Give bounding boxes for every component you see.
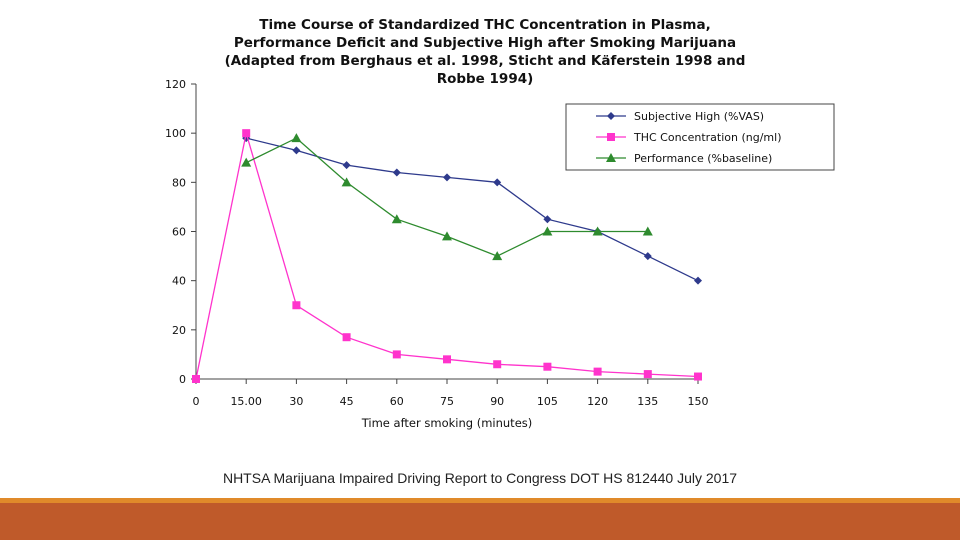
data-point-square	[607, 133, 615, 141]
data-point-triangle	[606, 153, 616, 162]
x-tick-label: 45	[340, 395, 354, 408]
data-point-square	[292, 301, 301, 310]
data-point-diamond	[607, 112, 615, 120]
data-point-triangle	[492, 251, 503, 261]
footer-bar	[0, 503, 960, 540]
legend: Subjective High (%VAS) THC Concentration …	[565, 103, 835, 171]
legend-entry-label: Performance (%baseline)	[634, 152, 772, 165]
data-point-triangle	[291, 133, 302, 143]
chart-title-line: (Adapted from Berghaus et al. 1998, Stic…	[224, 53, 746, 69]
data-point-triangle	[241, 157, 252, 167]
x-tick-label: 135	[637, 395, 658, 408]
data-point-square	[342, 333, 351, 342]
x-tick-label: 0	[193, 395, 200, 408]
y-tick-label: 0	[179, 373, 186, 386]
chart-title: Time Course of Standardized THC Concentr…	[200, 16, 770, 88]
axes: 0 20 40 60 80 100 120 0 15.00 30 45 60 75 90 105 120 135…	[165, 78, 709, 408]
data-point-diamond	[643, 252, 652, 261]
x-tick-label: 15.00	[230, 395, 262, 408]
data-point-square	[443, 355, 451, 364]
footer-accent-line	[0, 498, 960, 503]
y-tick-label: 120	[165, 78, 186, 91]
y-tick-label: 40	[172, 275, 186, 288]
x-tick-label: 120	[587, 395, 608, 408]
y-tick-label: 60	[172, 226, 186, 239]
series-3	[241, 133, 653, 261]
data-point-square	[493, 360, 502, 369]
x-axis-label: Time after smoking (minutes)	[361, 416, 533, 430]
data-point-square	[192, 375, 200, 383]
x-tick-label: 75	[440, 395, 454, 408]
line-chart: 0 20 40 60 80 100 120 0 15.00 30 45 60 75 90 105 120 135…	[165, 78, 835, 430]
y-tick-label: 20	[172, 324, 186, 337]
data-point-diamond	[292, 146, 301, 155]
y-tick-label: 100	[165, 127, 186, 140]
series-2	[192, 129, 702, 383]
data-point-diamond	[493, 178, 502, 187]
figure-caption: NHTSA Marijuana Impaired Driving Report …	[222, 470, 738, 486]
data-point-diamond	[342, 161, 351, 170]
data-point-triangle	[391, 214, 402, 224]
data-point-triangle	[341, 177, 352, 187]
x-tick-label: 105	[537, 395, 558, 408]
x-tick-label: 60	[390, 395, 404, 408]
data-point-square	[242, 129, 251, 138]
data-point-square	[392, 350, 401, 359]
legend-entry-label: THC Concentration (ng/ml)	[633, 131, 782, 144]
data-point-diamond	[443, 173, 451, 182]
y-tick-label: 80	[172, 176, 186, 189]
data-point-triangle	[592, 226, 603, 236]
data-point-triangle	[642, 226, 653, 236]
data-point-diamond	[543, 215, 552, 224]
data-point-diamond	[694, 276, 702, 285]
x-tick-label: 150	[688, 395, 709, 408]
data-point-square	[694, 372, 702, 381]
data-point-triangle	[542, 226, 553, 236]
series-line	[246, 137, 699, 282]
legend-entry-label: Subjective High (%VAS)	[634, 110, 764, 123]
data-point-square	[543, 362, 552, 371]
data-point-square	[643, 370, 652, 379]
data-point-square	[593, 367, 602, 376]
series-layer	[192, 129, 702, 383]
chart-title-line: Performance Deficit and Subjective High …	[233, 35, 737, 51]
data-point-triangle	[442, 231, 452, 241]
data-point-diamond	[392, 168, 401, 177]
x-tick-label: 30	[289, 395, 303, 408]
chart-title-line: Time Course of Standardized THC Concentr…	[259, 17, 711, 33]
chart-title-line: Robbe 1994)	[436, 71, 534, 87]
x-tick-label: 90	[490, 395, 504, 408]
